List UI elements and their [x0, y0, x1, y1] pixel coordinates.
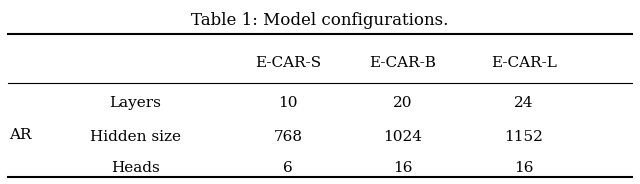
Text: AR: AR [9, 128, 32, 142]
Text: E-CAR-L: E-CAR-L [491, 56, 557, 70]
Text: Hidden size: Hidden size [90, 130, 180, 144]
Text: 20: 20 [393, 96, 413, 110]
Text: 768: 768 [274, 130, 303, 144]
Text: 24: 24 [514, 96, 534, 110]
Text: 16: 16 [514, 161, 534, 175]
Text: Table 1: Model configurations.: Table 1: Model configurations. [191, 12, 449, 29]
Text: 1152: 1152 [504, 130, 543, 144]
Text: E-CAR-S: E-CAR-S [255, 56, 321, 70]
Text: 1024: 1024 [383, 130, 422, 144]
Text: 16: 16 [393, 161, 413, 175]
Text: E-CAR-B: E-CAR-B [369, 56, 436, 70]
Text: Heads: Heads [111, 161, 159, 175]
Text: Layers: Layers [109, 96, 161, 110]
Text: 6: 6 [284, 161, 293, 175]
Text: 10: 10 [278, 96, 298, 110]
